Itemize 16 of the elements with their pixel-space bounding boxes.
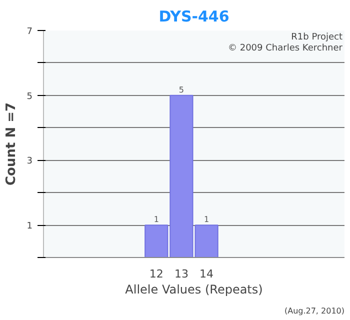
y-tick-label: 5 [26, 92, 33, 102]
annotation: R1b Project [291, 32, 343, 42]
annotation: © 2009 Charles Kerchner [228, 44, 343, 54]
data-label: 5 [178, 85, 184, 94]
text: (Aug.27, 2010) [284, 306, 344, 316]
data-label: 1 [204, 215, 210, 224]
y-axis-title: Count N =7 [4, 102, 19, 186]
y-tick-label: 3 [26, 156, 33, 167]
x-tick-label: 13 [174, 268, 188, 280]
chart-title: DYS-446 [158, 8, 230, 26]
x-tick-label: 14 [200, 268, 214, 280]
y-tick-label: 7 [26, 27, 33, 37]
x-tick-label: 12 [149, 268, 164, 280]
data-label: 1 [154, 215, 159, 224]
y-tick-label: 1 [26, 222, 33, 232]
x-axis-title: Allele Values (Repeats) [125, 282, 263, 296]
